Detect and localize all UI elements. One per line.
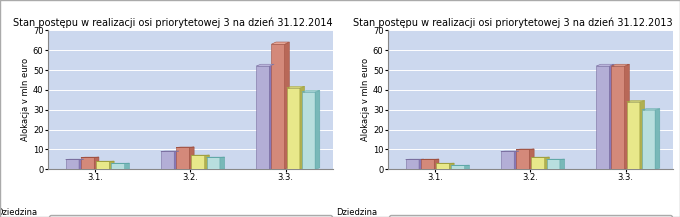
Polygon shape [547, 159, 560, 169]
Polygon shape [112, 163, 124, 169]
Polygon shape [66, 159, 79, 169]
Polygon shape [96, 161, 109, 169]
Polygon shape [419, 159, 424, 169]
Polygon shape [421, 159, 435, 169]
Polygon shape [435, 159, 439, 169]
Polygon shape [449, 163, 454, 169]
Text: Stan postępu w realizacji osi priorytetowej 3 na dzień 31.12.2013: Stan postępu w realizacji osi prioryteto… [354, 18, 673, 28]
Polygon shape [640, 101, 645, 169]
Y-axis label: Alokacja v mln euro: Alokacja v mln euro [21, 58, 30, 141]
Legend: Alokacja, Umowa, Zrefundowano, Certyfikowano: Alokacja, Umowa, Zrefundowano, Certyfiko… [389, 215, 672, 217]
Y-axis label: Alokacja v mln euro: Alokacja v mln euro [361, 58, 370, 141]
Text: Dziedzina
wsparcia: Dziedzina wsparcia [336, 208, 377, 217]
Polygon shape [300, 86, 305, 169]
Polygon shape [531, 157, 545, 169]
Polygon shape [514, 151, 519, 169]
Polygon shape [286, 88, 300, 169]
Polygon shape [256, 64, 274, 66]
Polygon shape [406, 159, 419, 169]
Polygon shape [174, 151, 179, 169]
Polygon shape [464, 165, 469, 169]
Polygon shape [207, 157, 220, 169]
Polygon shape [516, 149, 534, 150]
Polygon shape [596, 66, 609, 169]
Polygon shape [269, 64, 274, 169]
Polygon shape [436, 163, 449, 169]
Text: Dziedzina
wsparcia: Dziedzina wsparcia [0, 208, 37, 217]
Polygon shape [285, 42, 289, 169]
Polygon shape [530, 149, 534, 169]
Polygon shape [655, 109, 660, 169]
Polygon shape [596, 64, 614, 66]
Polygon shape [609, 64, 614, 169]
Polygon shape [271, 44, 285, 169]
Polygon shape [516, 150, 530, 169]
Polygon shape [271, 42, 289, 44]
Polygon shape [626, 102, 640, 169]
Polygon shape [220, 157, 224, 169]
Legend: Alokacja, Umowa, Zrefundowano, Certyfikowano: Alokacja, Umowa, Zrefundowano, Certyfiko… [49, 215, 332, 217]
Polygon shape [81, 157, 95, 169]
Polygon shape [302, 90, 320, 92]
Polygon shape [256, 66, 269, 169]
Polygon shape [190, 147, 194, 169]
Polygon shape [205, 155, 209, 169]
Polygon shape [642, 110, 655, 169]
Polygon shape [79, 159, 84, 169]
Polygon shape [545, 157, 549, 169]
Polygon shape [560, 159, 564, 169]
Polygon shape [176, 147, 190, 169]
Polygon shape [642, 109, 660, 110]
Polygon shape [501, 151, 514, 169]
Polygon shape [302, 92, 315, 169]
Polygon shape [611, 66, 625, 169]
Polygon shape [626, 101, 645, 102]
Polygon shape [611, 64, 629, 66]
Text: Stan postępu w realizacji osi priorytetowej 3 na dzień 31.12.2014: Stan postępu w realizacji osi prioryteto… [14, 18, 333, 28]
Polygon shape [95, 157, 99, 169]
Polygon shape [315, 90, 320, 169]
Polygon shape [286, 86, 305, 88]
Polygon shape [452, 165, 464, 169]
Polygon shape [191, 155, 205, 169]
Polygon shape [625, 64, 629, 169]
Polygon shape [161, 151, 174, 169]
Polygon shape [124, 163, 129, 169]
Polygon shape [109, 161, 114, 169]
